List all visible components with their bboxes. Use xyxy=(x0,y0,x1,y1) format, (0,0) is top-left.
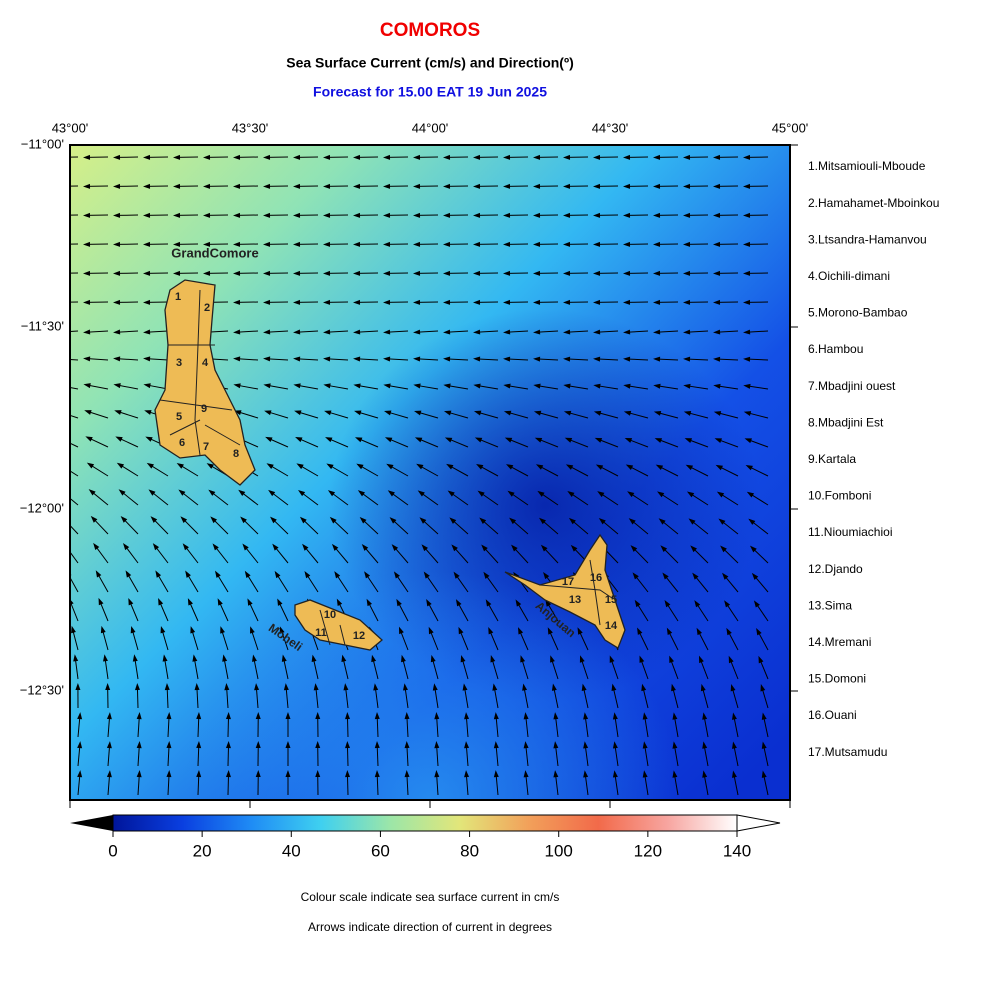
region-number: 13 xyxy=(569,594,581,606)
region-number: 7 xyxy=(203,441,209,453)
legend-entry: 10.Fomboni xyxy=(808,489,871,503)
legend-entry: 17.Mutsamudu xyxy=(808,745,887,759)
note: Colour scale indicate sea surface curren… xyxy=(301,890,560,904)
island-label: GrandComore xyxy=(171,245,258,260)
legend-entry: 12.Djando xyxy=(808,562,863,576)
region-number: 11 xyxy=(315,627,327,639)
note: Arrows indicate direction of current in … xyxy=(308,920,552,934)
lon-label: 43°30' xyxy=(232,120,269,135)
legend-entry: 11.Nioumiachioi xyxy=(808,525,893,539)
legend-entry: 13.Sima xyxy=(808,598,852,612)
region-number: 15 xyxy=(605,594,617,606)
title: COMOROS xyxy=(380,20,480,41)
legend-entry: 5.Morono-Bambao xyxy=(808,306,908,320)
colorbar-body xyxy=(113,815,737,831)
colorbar: 0 20 40 60 80 100 120 140 xyxy=(70,815,780,860)
region-number: 14 xyxy=(605,620,618,632)
arrow-head xyxy=(53,271,60,276)
legend-entry: 4.Oichili-dimani xyxy=(808,269,890,283)
arrow-head xyxy=(55,436,62,441)
arrow-head xyxy=(57,463,64,469)
legend-entry: 15.Domoni xyxy=(808,672,866,686)
colorbar-label: 20 xyxy=(193,841,212,860)
lat-label: −11°00' xyxy=(21,136,64,151)
lon-label: 44°30' xyxy=(592,120,629,135)
legend-entry: 9.Kartala xyxy=(808,452,856,466)
region-number: 6 xyxy=(179,437,185,449)
legend-entry: 2.Hamahamet-Mboinkou xyxy=(808,196,939,210)
region-number: 16 xyxy=(590,572,602,584)
region-number: 5 xyxy=(176,411,182,423)
colorbar-label: 40 xyxy=(282,841,301,860)
legend-entry: 6.Hambou xyxy=(808,342,863,356)
region-number: 12 xyxy=(353,630,365,642)
colorbar-under xyxy=(70,815,113,831)
legend-entry: 14.Mremani xyxy=(808,635,871,649)
lat-label: −11°30' xyxy=(21,318,64,333)
arrow-head xyxy=(63,543,69,550)
legend-entry: 7.Mbadjini ouest xyxy=(808,379,896,393)
arrow-head xyxy=(53,213,60,218)
region-number: 1 xyxy=(175,291,181,303)
arrow-head xyxy=(61,516,68,523)
arrow-head xyxy=(54,410,61,415)
legend-entry: 3.Ltsandra-Hamanvou xyxy=(808,232,927,246)
colorbar-label: 100 xyxy=(545,841,573,860)
region-number: 10 xyxy=(324,609,336,621)
colorbar-over xyxy=(737,815,780,831)
legend-entry: 16.Ouani xyxy=(808,708,857,722)
lon-label: 44°00' xyxy=(412,120,449,135)
arrow-head xyxy=(53,242,60,247)
legend-entry: 8.Mbadjini Est xyxy=(808,415,884,429)
arrow-head xyxy=(53,356,60,361)
arrow-head xyxy=(53,155,60,160)
arrow-head xyxy=(59,489,66,495)
colorbar-label: 0 xyxy=(108,841,117,860)
lat-label: −12°00' xyxy=(20,500,64,515)
arrow-head xyxy=(53,184,60,189)
region-legend: 1.Mitsamiouli-Mboude 2.Hamahamet-Mboinkou… xyxy=(808,159,939,759)
lat-label: −12°30' xyxy=(20,682,64,697)
colorbar-label: 60 xyxy=(371,841,390,860)
legend-entry: 1.Mitsamiouli-Mboude xyxy=(808,159,926,173)
colorbar-label: 80 xyxy=(460,841,479,860)
region-number: 9 xyxy=(201,403,207,415)
colorbar-label: 140 xyxy=(723,841,751,860)
region-number: 2 xyxy=(204,302,210,314)
forecast: Forecast for 15.00 EAT 19 Jun 2025 xyxy=(313,84,547,100)
region-number: 3 xyxy=(176,357,182,369)
region-number: 17 xyxy=(562,576,574,588)
colorbar-label: 120 xyxy=(634,841,662,860)
region-number: 8 xyxy=(233,448,239,460)
lon-label: 45°00' xyxy=(772,120,809,135)
arrow-head xyxy=(53,383,60,388)
region-number: 4 xyxy=(202,357,209,369)
arrow-head xyxy=(53,300,60,305)
lon-label: 43°00' xyxy=(52,120,89,135)
subtitle: Sea Surface Current (cm/s) and Direction… xyxy=(286,55,574,71)
